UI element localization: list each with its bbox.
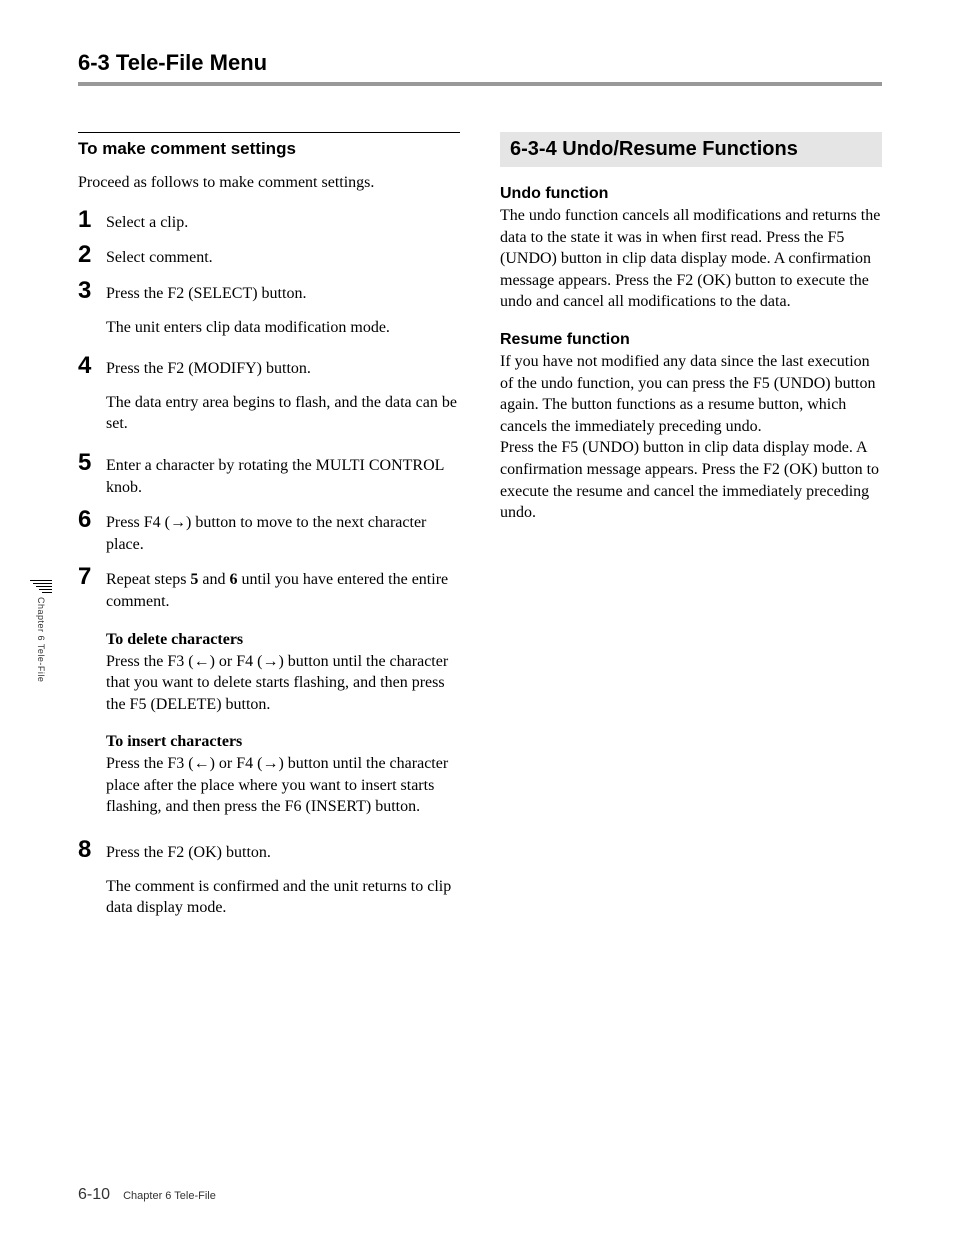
insert-chars-block: To insert characters Press the F3 (←) or…: [106, 733, 460, 818]
side-tab: Chapter 6 Tele-File: [28, 580, 52, 682]
step-number: 5: [78, 451, 106, 475]
comment-settings-heading: To make comment settings: [78, 139, 460, 159]
insert-chars-body: Press the F3 (←) or F4 (→) button until …: [106, 753, 460, 818]
subheading-rule: To make comment settings: [78, 132, 460, 159]
arrow-right-icon: →: [170, 514, 186, 531]
arrow-right-icon: →: [262, 755, 278, 772]
step-body: Select a clip.: [106, 208, 460, 234]
step-body: Press the F2 (MODIFY) button.: [106, 354, 460, 380]
step-number: 4: [78, 354, 106, 378]
page-header: 6-3 Tele-File Menu: [78, 50, 882, 86]
step-number: 8: [78, 838, 106, 862]
intro-text: Proceed as follows to make comment setti…: [78, 173, 460, 194]
delete-chars-body: Press the F3 (←) or F4 (→) button until …: [106, 651, 460, 716]
step-6: 6 Press F4 (→) button to move to the nex…: [78, 508, 460, 555]
side-tab-text: Chapter 6 Tele-File: [36, 597, 46, 682]
step-body: Press F4 (→) button to move to the next …: [106, 508, 460, 555]
delete-chars-block: To delete characters Press the F3 (←) or…: [106, 631, 460, 716]
step-3: 3 Press the F2 (SELECT) button.: [78, 279, 460, 305]
ins-b: ) or F4 (: [210, 755, 263, 772]
step-7-a: Repeat steps: [106, 571, 190, 588]
delete-chars-title: To delete characters: [106, 631, 460, 649]
ins-a: Press the F3 (: [106, 755, 194, 772]
step-number: 7: [78, 565, 106, 589]
step-4: 4 Press the F2 (MODIFY) button.: [78, 354, 460, 380]
page-number: 6-10: [78, 1186, 110, 1203]
arrow-right-icon: →: [262, 653, 278, 670]
step-body: Enter a character by rotating the MULTI …: [106, 451, 460, 498]
left-column: To make comment settings Proceed as foll…: [78, 132, 460, 935]
step-number: 6: [78, 508, 106, 532]
del-b: ) or F4 (: [210, 653, 263, 670]
side-tab-lines-icon: [28, 580, 52, 593]
content-columns: To make comment settings Proceed as foll…: [78, 132, 882, 935]
undo-function-body: The undo function cancels all modificati…: [500, 205, 882, 313]
step-number: 1: [78, 208, 106, 232]
step-6-pre: Press F4 (: [106, 514, 170, 531]
step-body: Press the F2 (OK) button.: [106, 838, 460, 864]
manual-page: 6-3 Tele-File Menu To make comment setti…: [0, 0, 954, 1244]
resume-function-body: If you have not modified any data since …: [500, 351, 882, 524]
arrow-left-icon: ←: [194, 755, 210, 772]
arrow-left-icon: ←: [194, 653, 210, 670]
step-7-d: 6: [230, 571, 238, 588]
step-body: Select comment.: [106, 243, 460, 269]
step-8-result: The comment is confirmed and the unit re…: [106, 876, 460, 919]
undo-function-title: Undo function: [500, 185, 882, 203]
undo-resume-section-heading: 6-3-4 Undo/Resume Functions: [500, 132, 882, 167]
step-1: 1 Select a clip.: [78, 208, 460, 234]
step-body: Press the F2 (SELECT) button.: [106, 279, 460, 305]
step-7-c: and: [198, 571, 229, 588]
step-number: 2: [78, 243, 106, 267]
step-number: 3: [78, 279, 106, 303]
step-2: 2 Select comment.: [78, 243, 460, 269]
page-footer: 6-10 Chapter 6 Tele-File: [78, 1186, 216, 1204]
step-8: 8 Press the F2 (OK) button.: [78, 838, 460, 864]
step-5: 5 Enter a character by rotating the MULT…: [78, 451, 460, 498]
step-4-result: The data entry area begins to flash, and…: [106, 392, 460, 435]
insert-chars-title: To insert characters: [106, 733, 460, 751]
footer-chapter: Chapter 6 Tele-File: [123, 1190, 216, 1202]
step-7: 7 Repeat steps 5 and 6 until you have en…: [78, 565, 460, 612]
resume-function-title: Resume function: [500, 331, 882, 349]
step-3-result: The unit enters clip data modification m…: [106, 317, 460, 339]
del-a: Press the F3 (: [106, 653, 194, 670]
step-body: Repeat steps 5 and 6 until you have ente…: [106, 565, 460, 612]
right-column: 6-3-4 Undo/Resume Functions Undo functio…: [500, 132, 882, 935]
